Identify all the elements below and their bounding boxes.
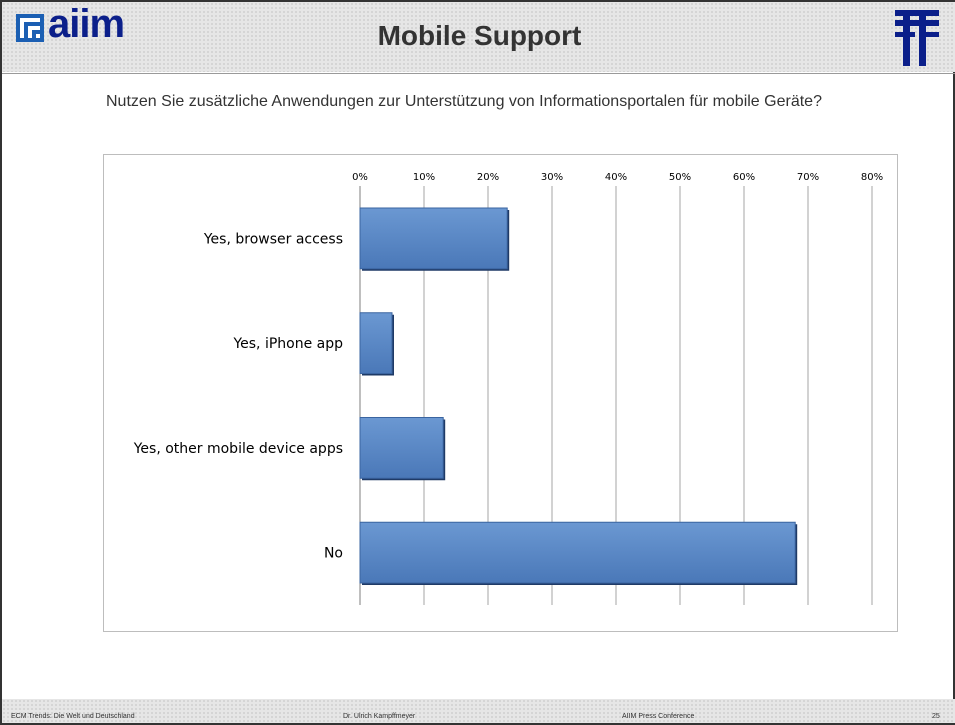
x-tick-label: 60%: [733, 172, 755, 183]
aiim-logo-text: aiim: [48, 2, 125, 46]
pp-logo-icon: [895, 10, 939, 66]
bar: [359, 207, 508, 270]
bars: [359, 207, 798, 586]
page-number: 25: [932, 713, 940, 720]
bar: [359, 416, 444, 479]
category-label: Yes, iPhone app: [232, 336, 343, 352]
bar: [359, 312, 393, 375]
category-label: Yes, other mobile device apps: [133, 441, 343, 457]
x-tick-label: 70%: [797, 172, 819, 183]
slide-header: aiim Mobile Support: [2, 0, 955, 74]
header-divider: [2, 73, 955, 74]
category-label: No: [324, 546, 343, 562]
aiim-logo-mark: [16, 14, 44, 42]
x-tick-label: 20%: [477, 172, 499, 183]
x-tick-label: 50%: [669, 172, 691, 183]
x-tick-label: 30%: [541, 172, 563, 183]
footer-author: Dr. Ulrich Kampffmeyer: [343, 713, 416, 720]
footer-event: AIIM Press Conference: [622, 713, 695, 720]
page-title: Mobile Support: [377, 20, 582, 51]
bar: [359, 521, 796, 584]
x-tick-label: 80%: [861, 172, 883, 183]
x-axis-ticks: 0% 10% 20% 30% 40% 50% 60% 70% 80%: [352, 172, 883, 183]
x-tick-label: 40%: [605, 172, 627, 183]
bar-chart: 0% 10% 20% 30% 40% 50% 60% 70% 80% Yes, browser …: [133, 172, 883, 605]
slide-footer: ECM Trends: Die Welt und Deutschland Dr.…: [2, 699, 955, 725]
survey-question: Nutzen Sie zusätzliche Anwendungen zur U…: [106, 93, 822, 110]
x-tick-label: 0%: [352, 172, 368, 183]
aiim-logo: aiim: [16, 4, 164, 48]
x-tick-label: 10%: [413, 172, 435, 183]
category-label: Yes, browser access: [203, 231, 343, 247]
footer-left: ECM Trends: Die Welt und Deutschland: [11, 713, 135, 720]
category-labels: Yes, browser access Yes, iPhone app Yes, o…: [133, 231, 343, 561]
